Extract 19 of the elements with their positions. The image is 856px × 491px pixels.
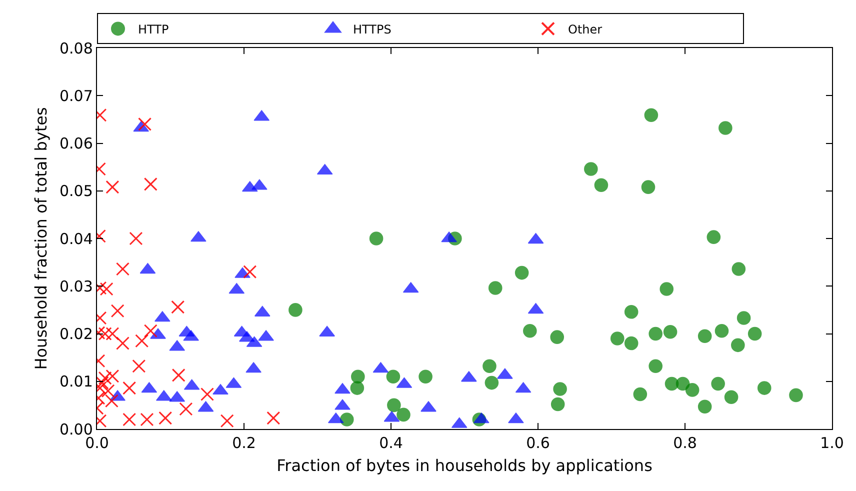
x-tick-label: 0.8 <box>673 434 697 452</box>
legend-label: HTTP <box>138 22 169 36</box>
y-tick-label: 0.01 <box>59 372 93 391</box>
x-tick-label: 0.0 <box>85 434 109 452</box>
y-tick-label: 0.03 <box>59 277 93 296</box>
y-tick-label: 0.02 <box>59 325 93 343</box>
y-tick-label: 0.05 <box>59 182 93 200</box>
x-tick-label: 1.0 <box>820 434 844 452</box>
x-tick-label: 0.6 <box>526 434 550 452</box>
y-axis-title: Household fraction of total bytes <box>31 107 50 370</box>
legend-label: HTTPS <box>353 22 392 36</box>
y-tick-label: 0.06 <box>59 134 93 152</box>
x-tick-label: 0.4 <box>379 434 403 452</box>
legend-label: Other <box>568 22 602 36</box>
x-axis-title: Fraction of bytes in households by applications <box>276 456 652 475</box>
y-tick-label: 0.08 <box>59 39 93 58</box>
x-tick-label: 0.2 <box>232 434 256 452</box>
y-tick-label: 0.07 <box>59 86 93 105</box>
y-tick-label: 0.04 <box>59 230 93 248</box>
